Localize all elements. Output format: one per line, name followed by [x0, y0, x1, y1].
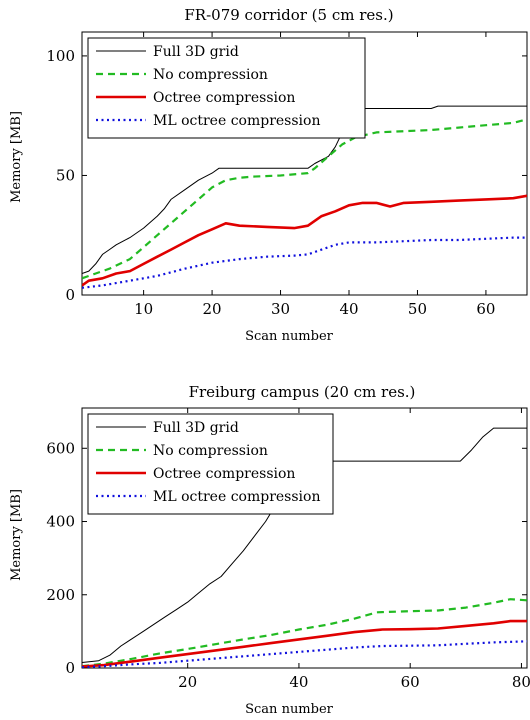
chart1-legend: Full 3D grid No compression Octree compres… — [87, 37, 366, 139]
chart2-plot-frame — [81, 407, 528, 669]
chart2-legend-label: ML octree compression — [153, 489, 320, 505]
chart2-x-tick-label: 20 — [178, 673, 197, 691]
chart2-series-line-2 — [82, 619, 527, 668]
chart1-legend-label: Octree compression — [153, 90, 295, 106]
chart1-series-line-2 — [82, 194, 527, 287]
chart1-x-tick-label: 30 — [271, 300, 290, 318]
chart2-legend-label: No compression — [153, 443, 268, 459]
chart2-legend: Full 3D grid No compression Octree compres… — [87, 413, 334, 515]
chart1-y-tick-label: 0 — [65, 286, 75, 304]
chart1-axes: 10 20 30 40 50 60 0 50 100 — [46, 31, 528, 318]
chart2-y-axis-label: Memory [MB] — [9, 489, 24, 581]
chart1-x-tick-label: 60 — [476, 300, 495, 318]
chart1-x-tick-label: 50 — [408, 300, 427, 318]
chart1-x-tick-label: 20 — [203, 300, 222, 318]
chart2-y-tick-label: 0 — [65, 659, 75, 677]
chart1-plot-area — [82, 105, 527, 289]
chart2-y-tick-label: 600 — [46, 439, 75, 457]
chart1-legend-box — [87, 37, 366, 139]
chart2-legend-label: Full 3D grid — [153, 420, 239, 436]
chart1-plot-frame — [81, 31, 528, 296]
chart1-x-axis-label: Scan number — [245, 329, 334, 344]
chart1-y-tick-label: 100 — [46, 47, 75, 65]
chart1-y-axis-label: Memory [MB] — [9, 111, 24, 203]
chart2-legend-box — [87, 413, 334, 515]
chart1-legend-label: ML octree compression — [153, 113, 320, 129]
chart2-plot-area — [82, 427, 527, 668]
chart2-x-tick-label: 40 — [289, 673, 308, 691]
chart1-x-tick-label: 10 — [134, 300, 153, 318]
chart2-axes: 20 40 60 80 0 200 400 600 — [46, 407, 530, 691]
chart1-y-tick-label: 50 — [56, 166, 75, 184]
chart1-legend-label: Full 3D grid — [153, 44, 239, 60]
chart1-series-line-1 — [82, 118, 527, 280]
chart1-series-line-3 — [82, 236, 527, 289]
chart2-series-line-0 — [82, 427, 527, 663]
chart1-title: FR-079 corridor (5 cm res.) — [184, 6, 393, 24]
chart2-x-tick-label: 60 — [401, 673, 420, 691]
chart2-series-line-3 — [82, 640, 527, 668]
chart1-legend-label: No compression — [153, 67, 268, 83]
chart1-series-line-0 — [82, 105, 527, 274]
chart2-y-tick-label: 200 — [46, 586, 75, 604]
chart2-x-axis-label: Scan number — [245, 702, 334, 717]
chart2-title: Freiburg campus (20 cm res.) — [189, 383, 416, 401]
chart1-x-tick-label: 40 — [339, 300, 358, 318]
chart2-y-tick-label: 400 — [46, 513, 75, 531]
chart2-x-tick-label: 80 — [512, 673, 530, 691]
chart2-legend-label: Octree compression — [153, 466, 295, 482]
chart2-series-line-1 — [82, 598, 527, 668]
